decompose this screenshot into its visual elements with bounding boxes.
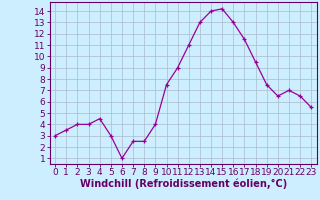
X-axis label: Windchill (Refroidissement éolien,°C): Windchill (Refroidissement éolien,°C) <box>80 179 287 189</box>
